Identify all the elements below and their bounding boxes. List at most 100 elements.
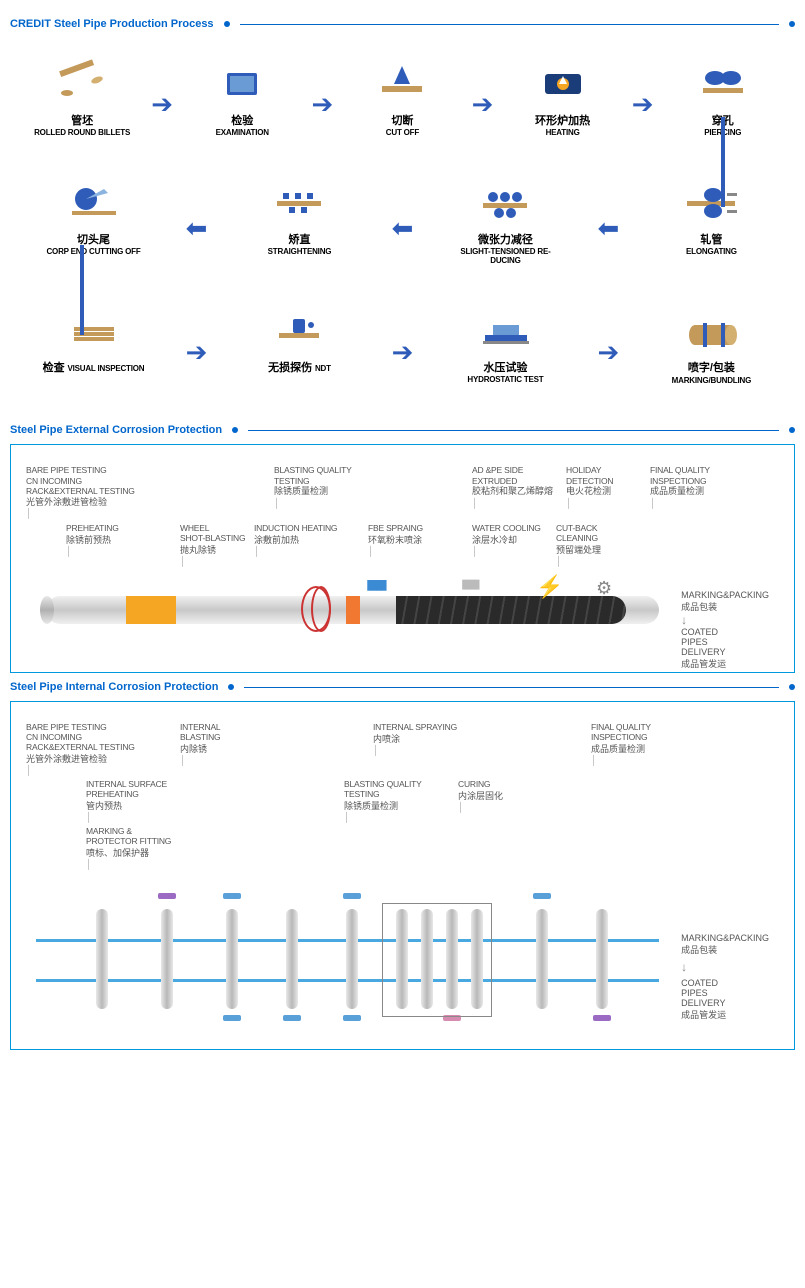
straight-icon bbox=[269, 177, 329, 227]
arrow-right-icon: ➔ bbox=[598, 337, 620, 368]
ext-marking-cn: 成品包装 bbox=[681, 600, 769, 613]
arrow-left-icon: ⬅ bbox=[392, 213, 414, 244]
process-label: FINAL QUALITY INSPECTIONG成品质量检测│ bbox=[650, 465, 740, 519]
flow-step: 检查 VISUAL INSPECTION bbox=[39, 305, 149, 375]
arrow-right-icon: ➔ bbox=[311, 89, 333, 120]
visual-icon bbox=[64, 305, 124, 355]
vertical-pipe bbox=[226, 909, 238, 1009]
section2-header: Steel Pipe External Corrosion Protection bbox=[10, 424, 795, 436]
process-label: BLASTING QUALITY TESTING除锈质量检测│ bbox=[274, 465, 364, 519]
ext-delivery-cn: 成品管发运 bbox=[681, 657, 769, 670]
process-label bbox=[220, 779, 340, 822]
flow-step: 切断CUT OFF bbox=[347, 58, 457, 137]
process-label: FBE SPRAING环氧粉末喷涂│ bbox=[368, 523, 468, 566]
arrow-right-icon: ➔ bbox=[632, 89, 654, 120]
arrow-left-icon: ⬅ bbox=[186, 213, 208, 244]
flow-step: 检验EXAMINATION bbox=[187, 58, 297, 137]
process-label: HOLIDAY DETECTION电火花检测│ bbox=[566, 465, 646, 519]
vertical-pipe bbox=[96, 909, 108, 1009]
reduce-icon bbox=[475, 177, 535, 227]
station-tag bbox=[223, 893, 241, 899]
corp-icon bbox=[64, 177, 124, 227]
water-cool-icon: ▮▮▮▮ bbox=[461, 576, 478, 592]
vertical-pipe bbox=[161, 909, 173, 1009]
process-label bbox=[279, 722, 369, 775]
station-tag bbox=[158, 893, 176, 899]
vertical-pipe bbox=[286, 909, 298, 1009]
process-label: FINAL QUALITY INSPECTIONG成品质量检测│ bbox=[591, 722, 711, 775]
section3-title: Steel Pipe Internal Corrosion Protection bbox=[10, 681, 218, 693]
flow-step: 无损探伤 NDT bbox=[244, 305, 354, 375]
process-label: MARKING & PROTECTOR FITTING喷标、加保护器│ bbox=[86, 826, 216, 869]
flow-step: 管坯ROLLED ROUND BILLETS bbox=[27, 58, 137, 137]
process-label: WHEEL SHOT-BLASTING抛丸除锈│ bbox=[180, 523, 250, 566]
process-label: AD &PE SIDE EXTRUDED胶粘剂和聚乙烯醇熔│ bbox=[472, 465, 562, 519]
process-label: CURING内涂层固化│ bbox=[458, 779, 578, 822]
section1-title: CREDIT Steel Pipe Production Process bbox=[10, 18, 214, 30]
station-tag bbox=[593, 1015, 611, 1021]
vertical-pipe bbox=[596, 909, 608, 1009]
station-tag bbox=[343, 1015, 361, 1021]
flow-step: 喷字/包装 MARKING/BUNDLING bbox=[656, 305, 766, 386]
process-label: INDUCTION HEATING涂敷前加热│ bbox=[254, 523, 364, 566]
process-label bbox=[477, 722, 587, 775]
holiday-bolt-icon: ⚡ bbox=[536, 574, 563, 600]
process-label: PREHEATING除锈前预热│ bbox=[66, 523, 176, 566]
arrow-right-icon: ➔ bbox=[472, 89, 494, 120]
flow-step: 轧管ELONGATING bbox=[656, 177, 766, 256]
bundle-icon bbox=[681, 305, 741, 355]
section2-title: Steel Pipe External Corrosion Protection bbox=[10, 424, 222, 436]
ext-delivery-en: COATED PIPES DELIVERY bbox=[681, 627, 769, 657]
external-corrosion-box: BARE PIPE TESTING CN INCOMING RACK&EXTER… bbox=[10, 444, 795, 673]
process-label bbox=[660, 523, 760, 566]
process-label: BARE PIPE TESTING CN INCOMING RACK&EXTER… bbox=[26, 465, 176, 519]
elong-icon bbox=[681, 177, 741, 227]
process-label: WATER COOLING涂层水冷却│ bbox=[472, 523, 552, 566]
curing-enclosure bbox=[382, 903, 492, 1017]
flow-step: 环形炉加热HEATING bbox=[508, 58, 618, 137]
spray-icon: ▮▮▮▮ bbox=[366, 576, 385, 593]
process-label: BARE PIPE TESTING CN INCOMING RACK&EXTER… bbox=[26, 722, 176, 775]
external-pipe-diagram: ▮▮▮▮ ▮▮▮▮ ⚡ ⚙ MARKING&PACKING 成品包装 ↓ COA… bbox=[26, 576, 779, 646]
process-label: INTERNAL BLASTING内除锈│ bbox=[180, 722, 275, 775]
flow-step: 水压试验HYDROSTATIC TEST bbox=[450, 305, 560, 384]
station-tag bbox=[223, 1015, 241, 1021]
hydro-icon bbox=[475, 305, 535, 355]
int-marking-cn: 成品包装 bbox=[681, 943, 769, 956]
section3-header: Steel Pipe Internal Corrosion Protection bbox=[10, 681, 795, 693]
exam-icon bbox=[212, 58, 272, 108]
arrow-right-icon: ➔ bbox=[186, 337, 208, 368]
section1-header: CREDIT Steel Pipe Production Process bbox=[10, 18, 795, 30]
arrow-right-icon: ➔ bbox=[151, 89, 173, 120]
heat-icon bbox=[533, 58, 593, 108]
station-tag bbox=[533, 893, 551, 899]
process-label bbox=[582, 779, 702, 822]
int-delivery-en: COATED PIPES DELIVERY bbox=[681, 978, 769, 1008]
internal-pipe-diagram: MARKING&PACKING 成品包装 ↓ COATED PIPES DELI… bbox=[26, 889, 779, 1029]
flow-step: 微张力减径SLIGHT-TENSIONED RE-DUCING bbox=[450, 177, 560, 265]
arrow-right-icon: ➔ bbox=[392, 337, 414, 368]
billet-icon bbox=[52, 58, 112, 108]
cutback-gear-icon: ⚙ bbox=[596, 578, 612, 599]
station-tag bbox=[343, 893, 361, 899]
cut-icon bbox=[372, 58, 432, 108]
process-label bbox=[180, 465, 270, 519]
process-label bbox=[368, 465, 468, 519]
ext-marking-en: MARKING&PACKING bbox=[681, 590, 769, 600]
pierce-icon bbox=[693, 58, 753, 108]
induction-coil-icon bbox=[301, 586, 331, 634]
process-label: INTERNAL SURFACE PREHEATING管内预热│ bbox=[86, 779, 216, 822]
process-label: CUT-BACK CLEANING预留端处理│ bbox=[556, 523, 656, 566]
int-marking-en: MARKING&PACKING bbox=[681, 933, 769, 943]
vertical-pipe bbox=[346, 909, 358, 1009]
flow-step: 矫直STRAIGHTENING bbox=[244, 177, 354, 256]
int-delivery-cn: 成品管发运 bbox=[681, 1008, 769, 1021]
ndt-icon bbox=[269, 305, 329, 355]
flow-step: 切头尾CORP END CUTTING OFF bbox=[39, 177, 149, 256]
process-label: INTERNAL SPRAYING内喷涂│ bbox=[373, 722, 473, 775]
arrow-left-icon: ⬅ bbox=[598, 213, 620, 244]
production-flow: 管坯ROLLED ROUND BILLETS ➔ 检验EXAMINATION ➔ 切断C… bbox=[10, 38, 795, 416]
internal-corrosion-box: BARE PIPE TESTING CN INCOMING RACK&EXTER… bbox=[10, 701, 795, 1050]
process-label: BLASTING QUALITY TESTING除锈质量检测│ bbox=[344, 779, 454, 822]
station-tag bbox=[283, 1015, 301, 1021]
